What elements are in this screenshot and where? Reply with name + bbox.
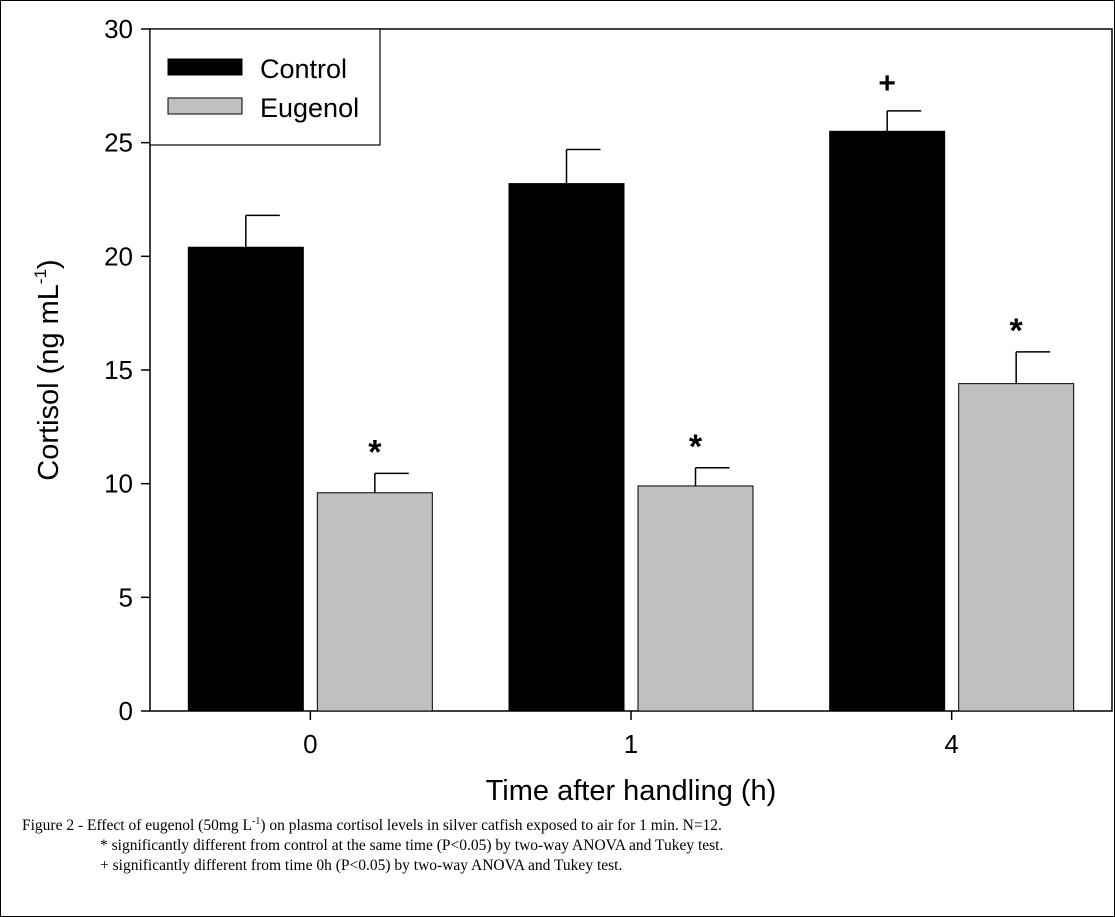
y-tick-label-0: 0 [119,696,133,726]
significance-control-2: + [878,67,896,100]
x-tick-label-1: 1 [624,729,638,759]
y-tick-label-4: 20 [104,241,133,271]
legend-label-control: Control [260,54,347,84]
bar-eugenol-1 [637,485,754,712]
y-tick-label-3: 15 [104,355,133,385]
significance-eugenol-1: * [689,428,703,466]
bar-control-1 [508,183,625,712]
x-axis: 0 1 4 [303,711,959,759]
bars [187,130,1075,712]
legend-box [149,28,381,146]
significance-markers: * * + * [368,67,1023,472]
y-axis-title-main: Cortisol (ng mL [33,284,65,481]
legend-label-eugenol: Eugenol [260,93,359,123]
significance-eugenol-0: * [368,433,382,471]
bar-chart: 0 5 10 15 20 25 30 0 1 4 * * + * Time after handlin… [31,14,1113,807]
y-axis: 0 5 10 15 20 25 30 [104,14,150,726]
y-tick-label-1: 5 [119,582,133,612]
legend-swatch-eugenol [167,97,243,115]
x-tick-label-2: 4 [944,729,958,759]
caption-line-1-sup: -1 [252,815,261,827]
caption-line-1-pre: Figure 2 - Effect of eugenol (50mg L [22,817,252,834]
caption-line-1-post: ) on plasma cortisol levels in silver ca… [260,817,722,834]
bar-control-2 [829,130,946,712]
bar-eugenol-2 [958,383,1075,712]
error-bars [245,110,1051,493]
x-tick-label-0: 0 [303,729,317,759]
bar-eugenol-0 [316,492,433,712]
figure-caption: Figure 2 - Effect of eugenol (50mg L-1) … [22,816,1102,876]
y-tick-label-5: 25 [104,128,133,158]
legend: Control Eugenol [149,28,381,146]
bar-control-0 [187,246,304,712]
y-tick-label-2: 10 [104,469,133,499]
significance-eugenol-2: * [1010,312,1024,350]
caption-line-3: + significantly different from time 0h (… [100,857,623,874]
caption-line-2: * significantly different from control a… [100,837,724,854]
x-axis-title: Time after handling (h) [486,775,777,807]
legend-swatch-control [167,58,243,76]
y-axis-title-sup: -1 [31,269,50,284]
y-tick-label-6: 30 [104,14,133,44]
y-axis-title: Cortisol (ng mL-1) [31,259,65,480]
y-axis-title-close: ) [33,259,65,269]
caption-line-1: Figure 2 - Effect of eugenol (50mg L-1) … [22,816,1102,836]
